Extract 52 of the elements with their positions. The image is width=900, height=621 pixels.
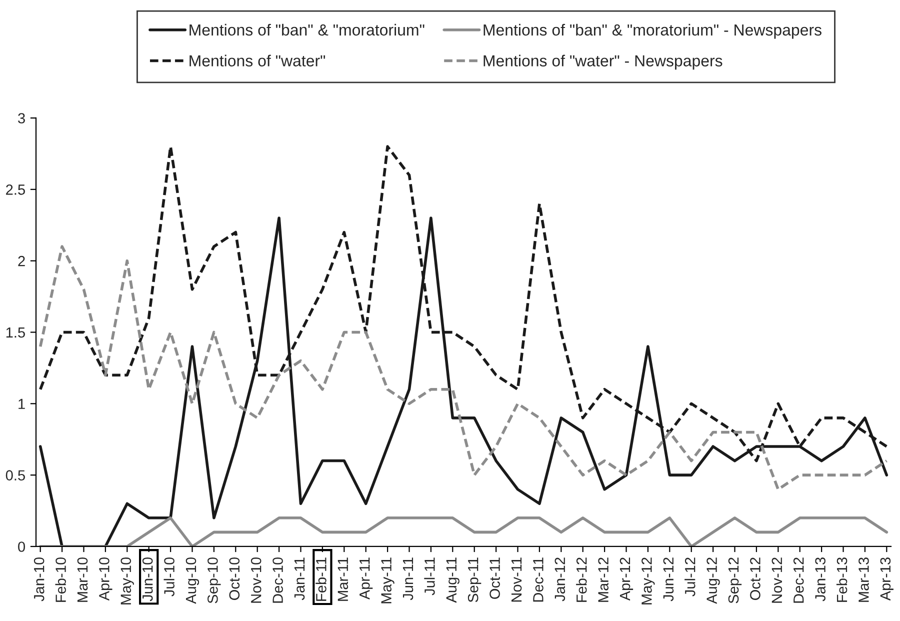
y-tick-label: 0.5 (6, 470, 25, 480)
line-series (38, 245, 888, 491)
x-tick-label: Mar-11 (338, 558, 348, 601)
x-tick-label: Dec-10 (272, 557, 283, 603)
x-tick-label: Jun-10 (142, 557, 153, 602)
x-tick-label: Feb-10 (55, 557, 66, 602)
x-tick-label: Apr-11 (360, 558, 373, 600)
x-tick-label: Feb-12 (576, 558, 587, 602)
x-tick-label: May-11 (381, 558, 394, 604)
x-tick-label: Jan-12 (554, 558, 566, 602)
x-tick-label: Sep-11 (468, 558, 482, 602)
y-tick-label: 3 (18, 113, 25, 124)
y-tick-label: 2 (18, 256, 25, 266)
legend-label: Mentions of "ban" & "moratorium" - Newspapers (484, 24, 822, 39)
x-tick-label: Mar-10 (77, 557, 88, 602)
x-tick-label: Feb-11 (316, 558, 326, 601)
y-tick-label: 2.5 (6, 184, 25, 195)
x-tick-label: Feb-13 (836, 558, 848, 602)
x-tick-label: Jun-11 (402, 558, 414, 600)
x-tick-label: May-10 (120, 557, 134, 604)
x-tick-label: Mar-13 (858, 558, 869, 602)
x-tick-label: Jan-13 (815, 558, 826, 602)
y-tick-label: 0 (18, 542, 26, 552)
x-tick-label: Nov-11 (511, 558, 522, 602)
x-tick-label: Nov-12 (772, 558, 782, 603)
x-tick-label: Jan-11 (294, 558, 305, 600)
x-tick-label: Oct-12 (750, 558, 760, 600)
x-tick-label: Dec-12 (793, 558, 804, 603)
x-tick-label: Oct-11 (490, 558, 500, 599)
x-tick-label: Jul-11 (424, 558, 435, 596)
y-tick-label: 1 (18, 398, 25, 409)
x-tick-label: Nov-10 (250, 557, 262, 603)
x-tick-label: Aug-10 (186, 557, 200, 604)
x-tick-label: Dec-11 (533, 558, 544, 602)
x-tick-label: Sep-12 (728, 558, 742, 604)
x-tick-label: Oct-10 (229, 557, 240, 600)
x-tick-label: Jul-10 (164, 557, 174, 596)
x-tick-label: May-12 (642, 558, 655, 604)
x-tick-label: Apr-10 (99, 557, 112, 601)
x-tick-label: Sep-10 (208, 557, 221, 604)
x-tick-label: Aug-12 (706, 558, 720, 604)
x-tick-label: Mar-12 (598, 558, 608, 602)
legend-label: Mentions of "water" (190, 54, 326, 66)
x-tick-label: Apr-13 (880, 558, 894, 601)
x-tick-label: Aug-11 (446, 558, 460, 603)
x-tick-label: Jun-12 (663, 558, 674, 602)
x-tick-label: Jul-12 (684, 558, 696, 596)
x-tick-label: Apr-12 (620, 558, 634, 601)
x-tick-label: Jan-10 (34, 557, 44, 602)
legend-label: Mentions of "water" - Newspapers (484, 54, 722, 70)
y-tick-label: 1.5 (6, 327, 25, 338)
legend-label: Mentions of "ban" & "moratorium" (190, 24, 424, 36)
